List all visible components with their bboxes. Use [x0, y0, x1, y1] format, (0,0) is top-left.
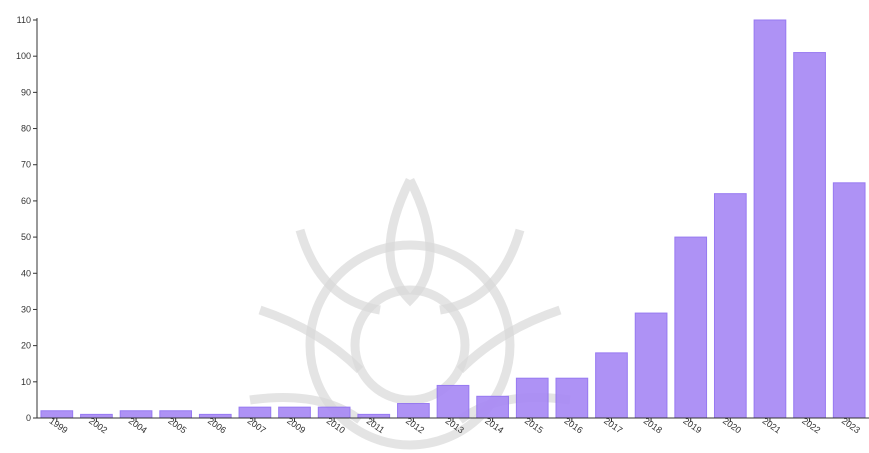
bar-2017 — [595, 352, 628, 419]
bars-group — [40, 19, 866, 419]
x-tick-label: 2018 — [642, 416, 664, 436]
bar-2015 — [515, 377, 549, 419]
y-axis: 0 10 20 30 40 50 60 70 80 90 100 110 — [16, 15, 38, 423]
bar-2010 — [317, 406, 351, 419]
bar-2020 — [713, 193, 747, 419]
y-tick-label: 110 — [17, 15, 31, 25]
x-tick-label: 2015 — [523, 416, 545, 436]
bar-2005 — [159, 410, 193, 419]
x-tick-label: 2004 — [127, 416, 149, 436]
bar-2007 — [238, 406, 272, 419]
y-tick-label: 80 — [21, 124, 31, 134]
bar-2019 — [674, 236, 708, 419]
y-tick-label: 20 — [21, 341, 31, 351]
x-tick-label: 2017 — [602, 416, 624, 436]
x-tick-label: 2002 — [87, 416, 109, 436]
y-tick-label: 30 — [21, 304, 31, 314]
bar-2018 — [634, 312, 668, 419]
bar-2016 — [555, 377, 589, 419]
bar-2021 — [753, 19, 787, 419]
x-tick-label: 2016 — [563, 416, 585, 436]
bar-1999 — [40, 410, 74, 419]
x-tick-label: 2020 — [721, 416, 743, 436]
x-tick-label: 1999 — [47, 416, 69, 436]
y-tick-label: 0 — [26, 413, 31, 423]
bar-2004 — [119, 410, 153, 419]
bar-2014 — [476, 395, 509, 419]
y-tick-label: 90 — [21, 87, 31, 97]
watermark-logo — [249, 177, 571, 450]
x-tick-label: 2005 — [166, 416, 188, 436]
y-tick-label: 40 — [21, 268, 31, 278]
x-tick-label: 2014 — [483, 416, 505, 436]
y-tick-label: 50 — [21, 232, 31, 242]
x-tick-label: 2007 — [246, 416, 268, 436]
x-tick-label: 2012 — [404, 416, 426, 436]
x-tick-label: 2006 — [206, 416, 228, 436]
y-tick-label: 10 — [21, 377, 31, 387]
bar-2013 — [436, 384, 470, 419]
y-tick-label: 60 — [21, 196, 31, 206]
bar-2012 — [397, 403, 430, 419]
x-tick-label: 2021 — [761, 416, 783, 436]
bar-2022 — [793, 52, 826, 419]
bar-2023 — [832, 182, 866, 419]
x-tick-label: 2023 — [840, 416, 862, 436]
y-tick-label: 70 — [21, 160, 31, 170]
bar-2009 — [278, 406, 311, 419]
x-tick-label: 2019 — [681, 416, 703, 436]
y-tick-label: 100 — [16, 51, 31, 61]
x-tick-label: 2009 — [285, 416, 307, 436]
x-tick-label: 2022 — [800, 416, 822, 436]
